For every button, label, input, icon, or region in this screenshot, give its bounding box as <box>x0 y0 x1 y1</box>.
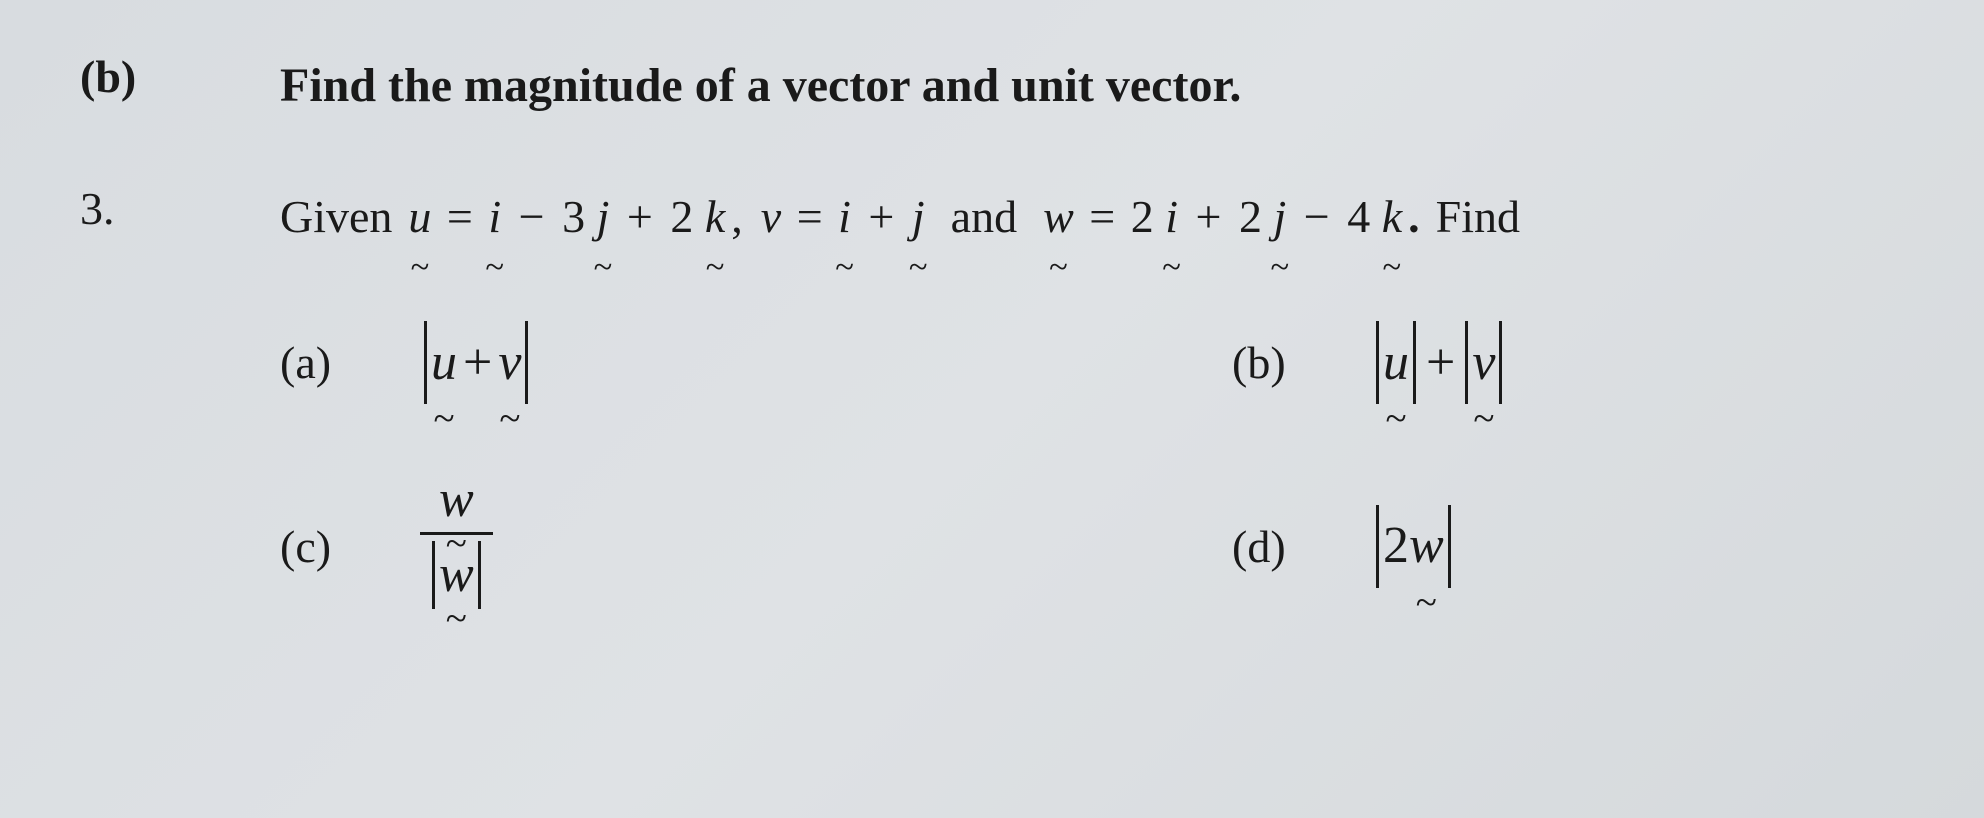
period: . <box>1408 182 1420 251</box>
option-d-math: 2 w <box>1372 505 1455 588</box>
option-a-label: (a) <box>280 328 340 397</box>
abs-brackets: 2 w <box>1372 505 1455 588</box>
comma: , <box>731 182 743 251</box>
given-line: Given u = i − 3 j + 2 k , v = i + j <box>280 182 1904 251</box>
fraction-denominator: w <box>420 532 493 619</box>
option-c-label: (c) <box>280 512 340 581</box>
option-a-math: u + v <box>420 321 532 404</box>
section-label: (b) <box>80 50 280 103</box>
vector-w-sym: w <box>1043 182 1074 251</box>
equals-sign: = <box>797 191 823 242</box>
option-d-label: (d) <box>1232 512 1292 581</box>
find-word: Find <box>1436 182 1520 251</box>
question-number: 3. <box>80 182 280 235</box>
section-heading-text: Find the magnitude of a vector and unit … <box>280 50 1904 122</box>
option-c-math: w w <box>420 474 493 619</box>
vector-u-def: u = i − 3 j + 2 k <box>408 182 725 251</box>
abs-brackets: u <box>1372 321 1420 404</box>
abs-brackets: v <box>1461 321 1506 404</box>
option-b-math: u + v <box>1372 321 1506 404</box>
abs-brackets: u + v <box>420 321 532 404</box>
and-word: and <box>951 182 1017 251</box>
given-word: Given <box>280 182 392 251</box>
vector-v-def: v = i + j <box>761 182 925 251</box>
fraction: w w <box>420 474 493 619</box>
option-b-label: (b) <box>1232 328 1292 397</box>
fraction-numerator: w <box>431 474 482 532</box>
option-d: (d) 2 w <box>1232 474 1904 619</box>
question-content: Given u = i − 3 j + 2 k , v = i + j <box>280 182 1904 619</box>
option-a: (a) u + v <box>280 321 952 404</box>
vector-u-sym: u <box>408 182 431 251</box>
equals-sign: = <box>1089 191 1115 242</box>
option-b: (b) u + v <box>1232 321 1904 404</box>
abs-brackets: w <box>428 541 485 609</box>
section-heading-row: (b) Find the magnitude of a vector and u… <box>80 50 1904 122</box>
question-row: 3. Given u = i − 3 j + 2 k , v = i + <box>80 182 1904 619</box>
vector-w-def: w = 2 i + 2 j − 4 k <box>1043 182 1402 251</box>
equals-sign: = <box>447 191 473 242</box>
option-c: (c) w w <box>280 474 952 619</box>
options-grid: (a) u + v (b) u + <box>280 321 1904 619</box>
vector-v-sym: v <box>761 191 781 242</box>
